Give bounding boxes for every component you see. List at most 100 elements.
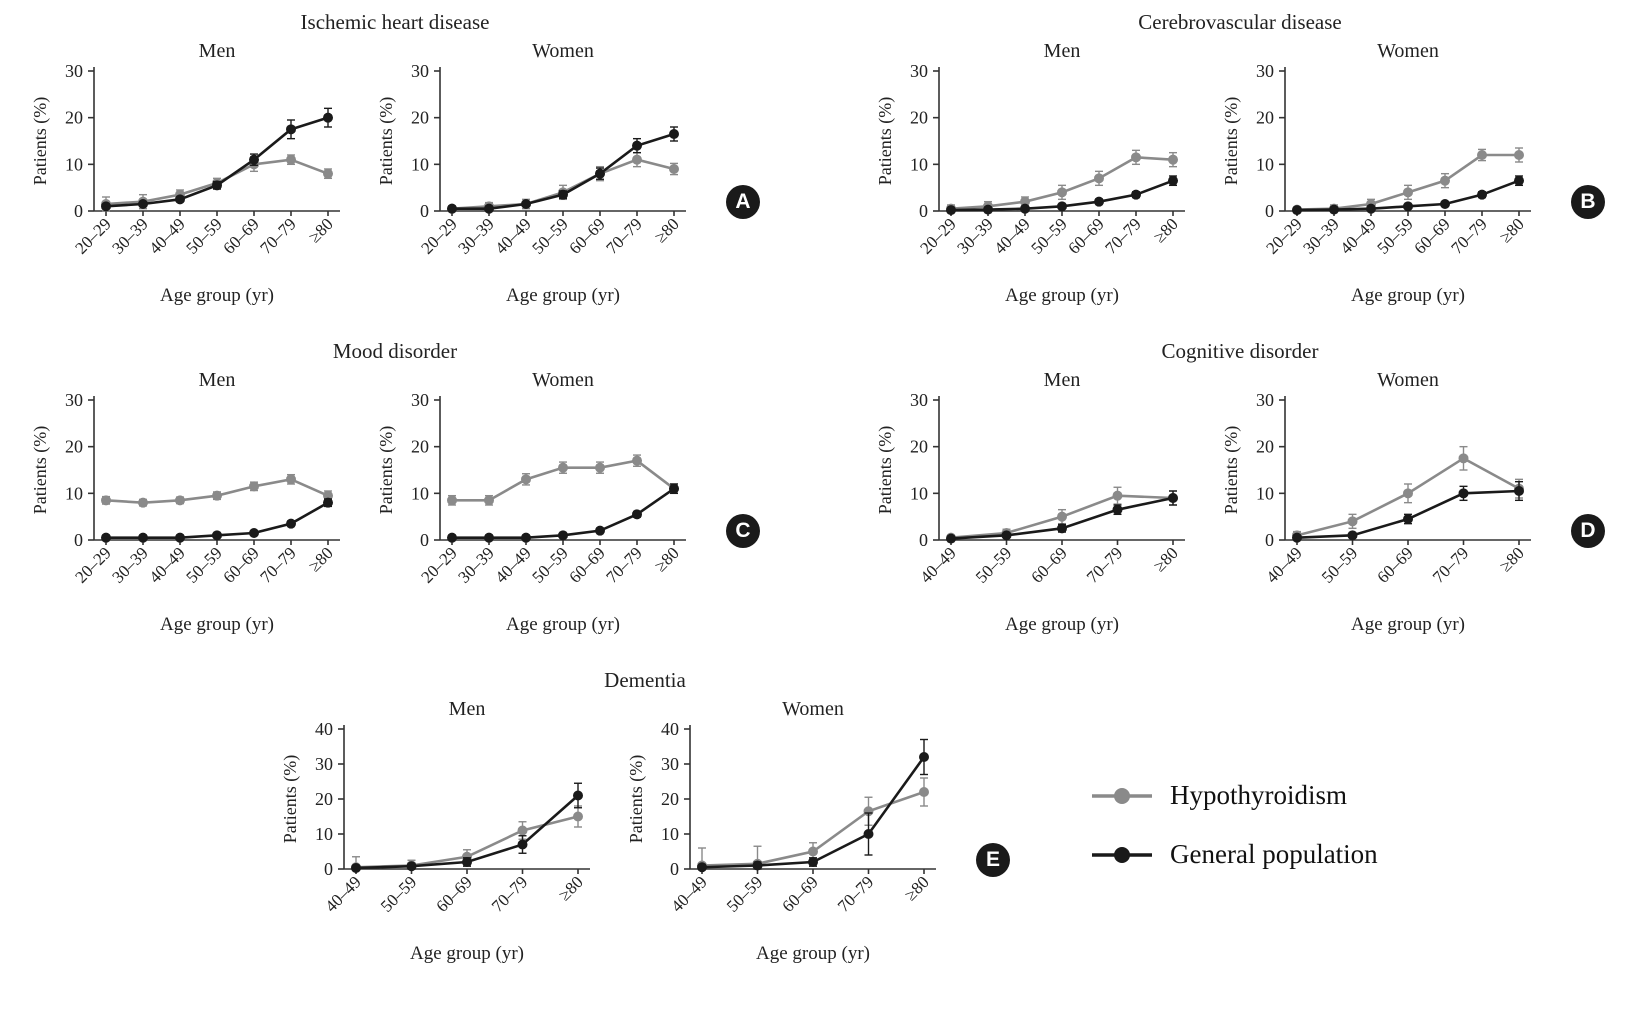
panel-title-cognitive-disorder: Cognitive disorder (1161, 339, 1319, 363)
svg-text:10: 10 (910, 483, 928, 503)
svg-text:50–59: 50–59 (723, 872, 766, 915)
panel-badge-b: B (1571, 185, 1605, 219)
svg-text:40: 40 (661, 719, 679, 739)
svg-text:60–69: 60–69 (1064, 214, 1107, 257)
legend-label-general-population: General population (1170, 839, 1378, 869)
legend-marker-general-population-icon (1090, 845, 1154, 865)
svg-text:Patients (%): Patients (%) (626, 755, 647, 843)
panel-cognitive-disorder: Cognitive disorder 0 10 20 30 40–49 50–59 60–6… (875, 339, 1605, 638)
svg-text:0: 0 (1265, 201, 1274, 221)
svg-text:Age group (yr): Age group (yr) (1005, 285, 1119, 306)
svg-text:10: 10 (910, 154, 928, 174)
svg-text:30–39: 30–39 (953, 214, 996, 257)
svg-text:40–49: 40–49 (1336, 214, 1379, 257)
svg-text:Women: Women (782, 698, 844, 720)
svg-text:≥80: ≥80 (901, 872, 933, 904)
svg-text:Age group (yr): Age group (yr) (1351, 614, 1465, 635)
svg-text:60–69: 60–69 (565, 543, 608, 586)
svg-text:30: 30 (661, 754, 679, 774)
svg-text:30–39: 30–39 (108, 543, 151, 586)
chart-dementia-men: 0 10 20 30 40 40–49 50–59 60–69 70–79 ≥80 Men Patie… (280, 693, 616, 967)
svg-text:30: 30 (1256, 390, 1274, 410)
svg-text:Patients (%): Patients (%) (280, 755, 301, 843)
legend: Hypothyroidism General population (1090, 780, 1378, 967)
svg-text:Women: Women (532, 369, 594, 391)
chart-dementia-women: 0 10 20 30 40 40–49 50–59 60–69 70–79 ≥80 Women Pat… (626, 693, 962, 967)
svg-text:30: 30 (1256, 61, 1274, 81)
svg-text:40–49: 40–49 (491, 214, 534, 257)
svg-text:50–59: 50–59 (1373, 214, 1416, 257)
legend-item-hypothyroidism: Hypothyroidism (1090, 780, 1378, 811)
svg-text:Age group (yr): Age group (yr) (756, 943, 870, 964)
legend-marker-hypothyroidism-icon (1090, 786, 1154, 806)
figure-row-3: Dementia 0 10 20 30 40 40–49 50–59 60–69 70–79 ≥8… (280, 668, 1605, 967)
svg-text:30: 30 (910, 390, 928, 410)
svg-text:≥80: ≥80 (305, 214, 337, 246)
svg-text:70–79: 70–79 (1429, 543, 1472, 586)
svg-text:50–59: 50–59 (972, 543, 1015, 586)
svg-text:70–79: 70–79 (602, 214, 645, 257)
svg-text:20: 20 (65, 437, 83, 457)
svg-text:0: 0 (74, 201, 83, 221)
svg-text:20: 20 (910, 437, 928, 457)
svg-text:Men: Men (1044, 369, 1081, 391)
svg-text:20: 20 (1256, 108, 1274, 128)
svg-text:30: 30 (315, 754, 333, 774)
svg-text:Age group (yr): Age group (yr) (160, 285, 274, 306)
svg-text:Age group (yr): Age group (yr) (410, 943, 524, 964)
svg-text:50–59: 50–59 (182, 543, 225, 586)
svg-text:≥80: ≥80 (1150, 543, 1182, 575)
panel-badge-d: D (1571, 514, 1605, 548)
chart-ischemic-men: 0 10 20 30 20–29 30–39 40–49 50–59 60–69 70–79 ≥80… (30, 35, 366, 309)
svg-text:Age group (yr): Age group (yr) (1005, 614, 1119, 635)
svg-text:0: 0 (1265, 530, 1274, 550)
svg-text:50–59: 50–59 (528, 214, 571, 257)
panel-title-cerebrovascular-disease: Cerebrovascular disease (1138, 10, 1342, 34)
svg-text:≥80: ≥80 (305, 543, 337, 575)
panel-badge-a: A (726, 185, 760, 219)
svg-text:0: 0 (420, 201, 429, 221)
svg-text:40–49: 40–49 (145, 543, 188, 586)
svg-text:20: 20 (65, 108, 83, 128)
svg-text:20: 20 (411, 108, 429, 128)
svg-text:70–79: 70–79 (256, 543, 299, 586)
svg-text:≥80: ≥80 (651, 543, 683, 575)
svg-text:Men: Men (1044, 40, 1081, 62)
panel-title-mood-disorder: Mood disorder (332, 339, 458, 363)
subplot-row: 0 10 20 30 20–29 30–39 40–49 50–59 60–69 70–79 ≥80… (875, 35, 1605, 309)
svg-text:30–39: 30–39 (1299, 214, 1342, 257)
svg-text:30: 30 (910, 61, 928, 81)
svg-text:Men: Men (449, 698, 486, 720)
svg-text:Patients (%): Patients (%) (875, 97, 896, 185)
figure: Ischemic heart disease 0 10 20 30 20–29 30–39… (30, 10, 1605, 967)
svg-text:0: 0 (919, 201, 928, 221)
svg-text:70–79: 70–79 (256, 214, 299, 257)
svg-text:10: 10 (411, 154, 429, 174)
svg-text:70–79: 70–79 (1083, 543, 1126, 586)
svg-text:60–69: 60–69 (219, 214, 262, 257)
svg-text:70–79: 70–79 (834, 872, 877, 915)
svg-text:30: 30 (411, 61, 429, 81)
svg-text:50–59: 50–59 (1027, 214, 1070, 257)
svg-text:60–69: 60–69 (778, 872, 821, 915)
chart-cerebrovascular-women: 0 10 20 30 20–29 30–39 40–49 50–59 60–69 70–79 ≥80… (1221, 35, 1557, 309)
svg-text:20: 20 (315, 789, 333, 809)
svg-text:50–59: 50–59 (528, 543, 571, 586)
svg-text:20: 20 (910, 108, 928, 128)
svg-text:50–59: 50–59 (1318, 543, 1361, 586)
legend-label-hypothyroidism: Hypothyroidism (1170, 780, 1348, 810)
svg-text:70–79: 70–79 (1101, 214, 1144, 257)
svg-text:60–69: 60–69 (1410, 214, 1453, 257)
svg-text:0: 0 (420, 530, 429, 550)
svg-text:10: 10 (1256, 483, 1274, 503)
chart-cognitive-men: 0 10 20 30 40–49 50–59 60–69 70–79 ≥80 Men Patient… (875, 364, 1211, 638)
svg-text:60–69: 60–69 (1373, 543, 1416, 586)
svg-text:60–69: 60–69 (1027, 543, 1070, 586)
svg-text:20: 20 (661, 789, 679, 809)
